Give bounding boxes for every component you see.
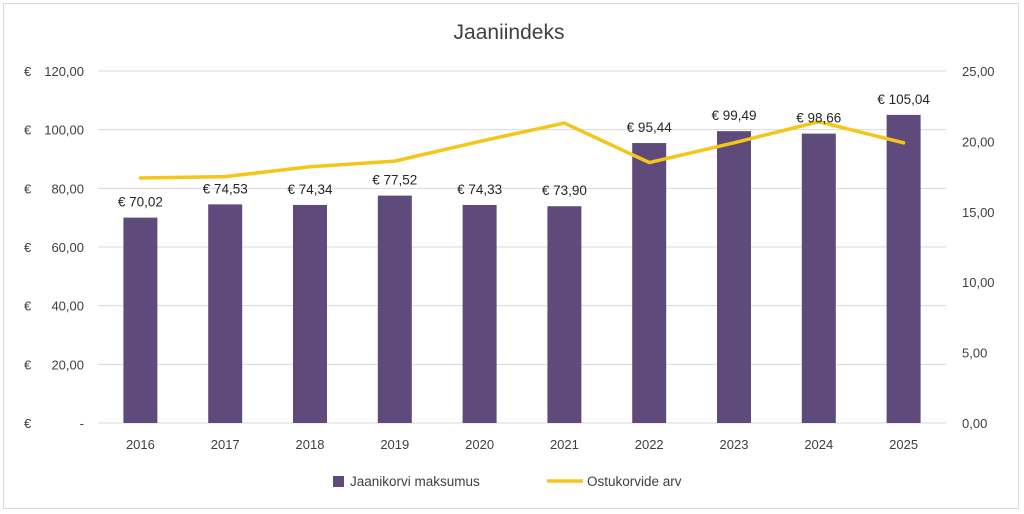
left-tick-currency: € [24,416,32,431]
bar-2023 [717,131,751,424]
right-tick-label: 0,00 [962,416,987,431]
bar-label-2019: € 77,52 [372,173,417,188]
left-tick-currency: € [24,123,32,138]
bar-2022 [632,143,667,423]
left-tick-currency: € [24,240,32,255]
left-tick-label: 80,00 [51,181,84,196]
right-tick-label: 20,00 [962,134,995,149]
bar-label-2018: € 74,34 [287,182,333,197]
left-tick-label: 40,00 [51,299,84,314]
chart-title: Jaaniindeks [454,21,565,44]
left-tick-currency: € [24,299,32,314]
x-tick-label: 2016 [126,437,155,452]
right-tick-label: 5,00 [962,346,987,361]
legend-label-line: Ostukorvide arv [587,474,682,489]
x-tick-label: 2019 [380,437,409,452]
left-tick-label: 20,00 [51,357,84,372]
line-ostukorvide-arv [138,119,906,180]
legend: Jaanikorvi maksumus Ostukorvide arv [333,474,682,489]
left-tick-label: 100,00 [44,123,84,138]
x-tick-label: 2024 [804,437,833,452]
x-tick-label: 2017 [211,437,240,452]
bar-label-2023: € 99,49 [711,108,756,123]
bar-label-2016: € 70,02 [118,195,163,210]
chart-frame [3,3,1019,509]
bar-series [123,114,921,424]
bar-2025 [886,114,921,424]
left-tick-currency: € [24,181,32,196]
right-tick-label: 10,00 [962,275,995,290]
right-tick-label: 25,00 [962,64,995,79]
x-tick-label: 2025 [889,437,918,452]
bar-2016 [123,217,158,423]
x-tick-label: 2022 [635,437,664,452]
bar-label-2021: € 73,90 [542,183,587,198]
bar-2019 [377,195,412,423]
left-tick-currency: € [24,64,32,79]
x-tick-label: 2018 [296,437,325,452]
x-tick-label: 2020 [465,437,494,452]
bar-2020 [462,204,497,423]
bar-2018 [293,204,327,423]
left-tick-label: 60,00 [51,240,84,255]
left-tick-currency: € [24,357,32,372]
x-tick-label: 2021 [550,437,579,452]
legend-swatch-bar [333,476,344,487]
right-axis: 0,00 5,00 10,00 15,00 20,00 25,00 [962,64,995,431]
bar-label-2025: € 105,04 [877,92,930,107]
right-tick-label: 15,00 [962,205,995,220]
bar-label-2024: € 98,66 [796,111,841,126]
left-tick-label: - [80,416,84,431]
bar-2024 [801,133,836,423]
bar-label-2017: € 74,53 [203,181,248,196]
bar-2017 [208,204,243,423]
x-axis: 2016 2017 2018 2019 2020 2021 2022 2023 2024 2025 [126,437,918,452]
left-axis: € - € 20,00 € 40,00 € 60,00 € 80,00 € 100,00 € 120,00 [24,64,84,431]
bar-data-labels: € 70,02 € 74,53 € 74,34 € 77,52 € 74,33 € 73,… [118,92,930,210]
bar-2021 [547,206,582,423]
bar-label-2020: € 74,33 [457,182,502,197]
left-tick-label: 120,00 [44,64,84,79]
x-tick-label: 2023 [720,437,749,452]
legend-label-bar: Jaanikorvi maksumus [350,474,480,489]
line-series [138,119,906,180]
bar-label-2022: € 95,44 [627,120,673,135]
